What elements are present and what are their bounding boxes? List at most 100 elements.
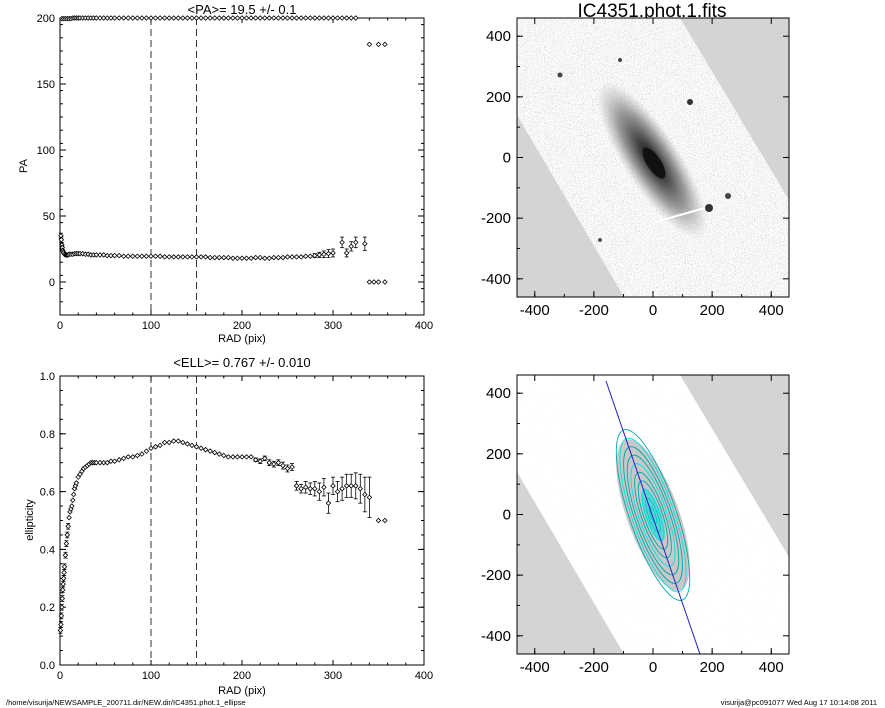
pa-title: <PA>= 19.5 +/- 0.1	[188, 2, 297, 17]
data-point	[120, 455, 127, 462]
data-point	[130, 454, 136, 460]
data-point	[148, 15, 154, 21]
data-point	[73, 480, 80, 486]
data-point	[66, 514, 72, 521]
data-point	[293, 254, 300, 260]
data-point	[312, 252, 318, 259]
x-tick-label: 100	[142, 670, 160, 682]
fit-ellipse-contour	[626, 454, 680, 576]
data-point	[243, 454, 250, 460]
ellipse-fit-panel: -400 -200 0 200 400 -400 -200 0 200 400	[481, 374, 790, 676]
data-point	[148, 253, 154, 260]
data-point	[130, 15, 136, 21]
data-point	[120, 253, 127, 260]
data-point	[64, 532, 71, 538]
data-point	[79, 468, 85, 475]
image-y-tick-label: -200	[481, 567, 511, 584]
image-y-tick-label: 0	[503, 150, 511, 167]
data-point	[59, 604, 65, 610]
data-point	[225, 254, 232, 261]
data-point	[284, 254, 291, 260]
data-point	[152, 253, 159, 260]
y-tick-label: 0.8	[40, 429, 55, 441]
data-point	[275, 459, 282, 466]
data-point	[257, 458, 263, 465]
data-point	[357, 485, 364, 492]
fit-ellipse-contour	[619, 437, 687, 593]
data-point	[70, 491, 77, 498]
data-point	[325, 15, 332, 21]
data-point	[239, 255, 245, 262]
data-point	[125, 15, 132, 21]
y-tick-label: 0	[49, 277, 55, 289]
data-point	[298, 254, 304, 260]
pa-x-axis-label: RAD (pix)	[218, 333, 266, 345]
data-point	[189, 254, 195, 260]
image-axes: -400 -200 0 200 400 -400 -200 0 200 400	[481, 18, 789, 319]
data-point	[302, 484, 309, 491]
data-point	[366, 494, 373, 501]
data-point	[275, 254, 282, 261]
data-point	[161, 439, 168, 446]
pa-data-marks	[58, 15, 388, 285]
data-point	[316, 15, 323, 21]
data-point	[175, 15, 182, 21]
x-tick-label: 400	[415, 670, 433, 682]
data-point	[180, 254, 186, 260]
data-point	[375, 517, 382, 524]
data-point	[316, 488, 323, 495]
x-tick-label: 300	[324, 320, 342, 332]
data-point	[307, 485, 314, 492]
fit-ellipse-contour	[615, 429, 691, 601]
data-point	[371, 279, 377, 285]
data-point	[57, 627, 64, 634]
data-point	[198, 445, 204, 452]
data-point	[334, 15, 341, 21]
fit-ellipse-contour	[637, 480, 669, 550]
y-tick-label: 0.4	[40, 544, 55, 556]
image-y-tick-label: 200	[486, 446, 511, 463]
y-tick-label: 150	[37, 79, 55, 91]
data-point	[152, 15, 159, 21]
data-point	[61, 569, 67, 576]
data-point	[257, 254, 263, 261]
data-point	[248, 255, 254, 262]
fit-ellipse-contour	[623, 446, 683, 584]
data-point	[261, 255, 268, 262]
data-point	[252, 457, 259, 463]
ell-y-axis-label: ellipticity	[24, 499, 36, 541]
data-point	[343, 250, 350, 256]
data-point	[120, 15, 127, 21]
data-point	[325, 250, 332, 257]
data-point	[221, 452, 227, 459]
data-point	[221, 254, 227, 261]
data-point	[248, 454, 254, 460]
data-point	[330, 15, 336, 21]
data-point	[348, 15, 354, 21]
ell-data-marks	[57, 438, 388, 634]
image-x-tick-label: 400	[759, 659, 784, 676]
image-x-tick-label: 0	[649, 659, 657, 676]
data-point	[69, 503, 75, 509]
image-x-tick-label: -200	[579, 659, 609, 676]
x-tick-label: 100	[142, 320, 160, 332]
fit-ellipse-contour	[634, 471, 672, 559]
data-point	[152, 444, 159, 450]
data-point	[69, 497, 76, 504]
data-point	[289, 254, 295, 260]
data-point	[60, 581, 66, 587]
data-point	[339, 485, 345, 492]
data-point	[125, 454, 132, 460]
image-x-tick-label: 200	[700, 302, 725, 319]
data-point	[230, 454, 236, 460]
data-point	[321, 484, 327, 491]
data-point	[334, 488, 341, 495]
footer-file-path: /home/visurija/NEWSAMPLE_200711.dir/NEW.…	[6, 698, 246, 707]
data-point	[234, 454, 241, 460]
star	[598, 238, 602, 242]
data-point	[161, 254, 168, 260]
ellipticity-profile-panel: <ELL>= 0.767 +/- 0.010 0 100 200 300 4000.00…	[24, 355, 433, 697]
data-point	[65, 523, 71, 530]
data-point	[339, 15, 345, 21]
